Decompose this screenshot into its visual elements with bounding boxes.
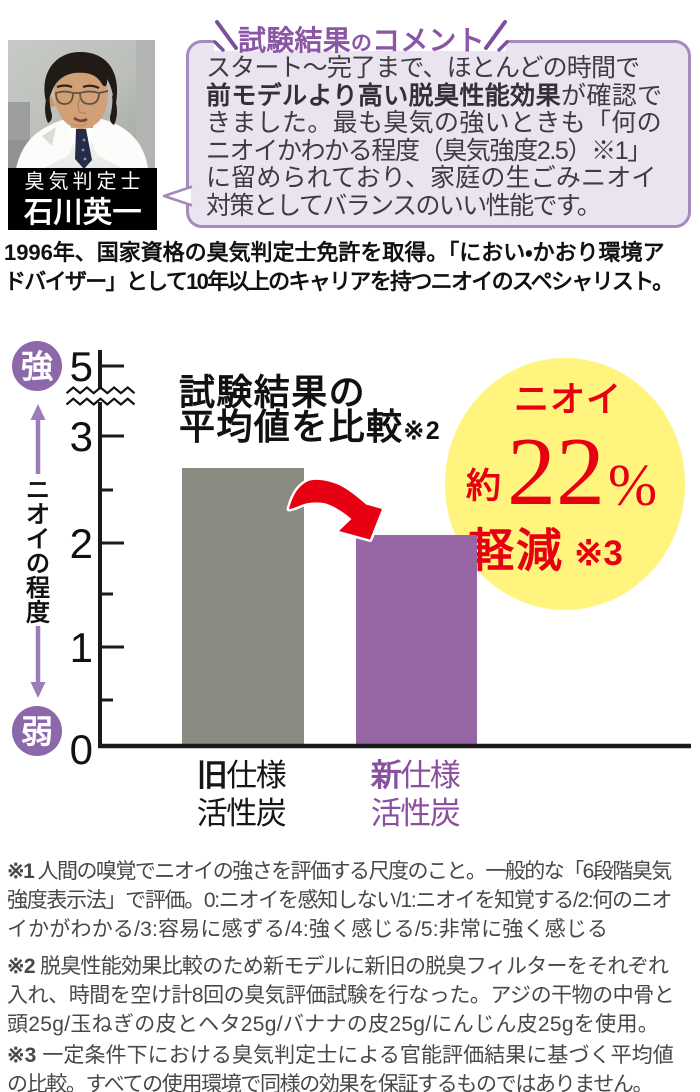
svg-text:の: の <box>26 551 50 578</box>
svg-text:活性炭: 活性炭 <box>371 796 460 831</box>
svg-text:22: 22 <box>507 418 605 526</box>
svg-text:約: 約 <box>466 467 501 506</box>
svg-text:2: 2 <box>70 520 93 567</box>
svg-text:活性炭: 活性炭 <box>197 796 286 831</box>
svg-text:度: 度 <box>26 600 50 627</box>
svg-text:ニオイ: ニオイ <box>514 381 622 420</box>
svg-text:0: 0 <box>70 726 93 773</box>
svg-text:%: % <box>608 452 657 518</box>
svg-text:ニ: ニ <box>26 477 50 504</box>
svg-text:試験結果の: 試験結果の <box>179 372 366 413</box>
svg-text:1: 1 <box>70 624 93 671</box>
svg-text:旧仕様: 旧仕様 <box>197 758 287 793</box>
svg-text:3: 3 <box>70 413 93 460</box>
svg-text:新仕様: 新仕様 <box>370 758 461 793</box>
svg-text:弱: 弱 <box>21 714 53 750</box>
svg-text:5: 5 <box>70 343 93 390</box>
svg-text:程: 程 <box>26 575 50 602</box>
svg-text:軽減: 軽減 <box>468 525 564 577</box>
svg-text:オ: オ <box>26 502 50 529</box>
svg-text:強: 強 <box>21 349 53 385</box>
svg-text:イ: イ <box>26 526 50 553</box>
svg-text:平均値を比較※2: 平均値を比較※2 <box>179 406 441 447</box>
svg-text:※3: ※3 <box>574 534 623 573</box>
